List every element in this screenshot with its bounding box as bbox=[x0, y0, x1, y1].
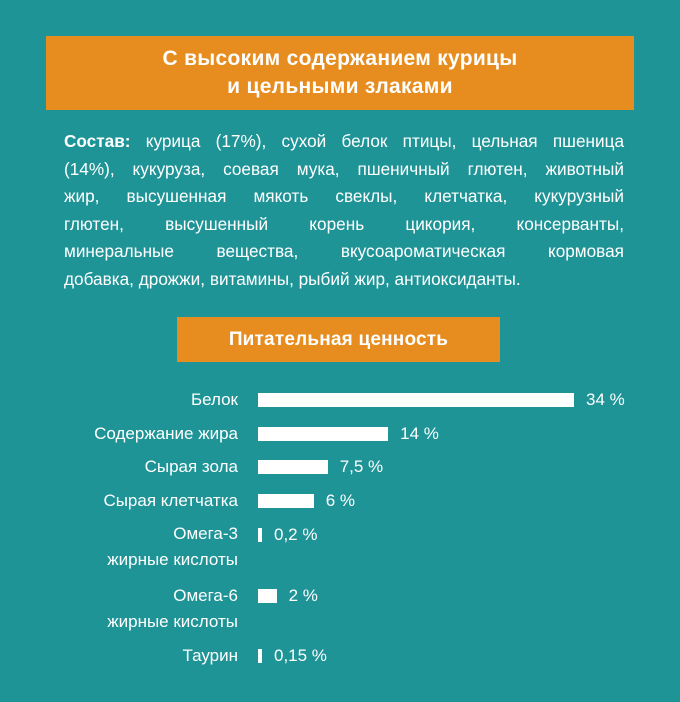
title-line-2: и цельными злаками bbox=[227, 75, 453, 98]
title-banner: С высоким содержанием курицы и цельными … bbox=[46, 36, 634, 110]
composition-line-6: добавка, дрожжи, витамины, рыбий жир, ан… bbox=[64, 268, 521, 289]
bar bbox=[258, 649, 262, 663]
value-label: 2 % bbox=[288, 586, 318, 605]
category-label: Омега-3 bbox=[173, 524, 238, 543]
category-label: Таурин bbox=[182, 646, 238, 665]
nutrition-heading: Питательная ценность bbox=[177, 317, 500, 362]
category-label: Содержание жира bbox=[94, 424, 238, 443]
category-label: Сырая клетчатка bbox=[103, 491, 238, 510]
value-label: 7,5 % bbox=[339, 457, 384, 476]
composition-line-1: Состав: курица (17%), сухой белок птицы,… bbox=[64, 131, 624, 151]
category-label: Сырая зола bbox=[144, 457, 238, 476]
category-label: Омега-6 bbox=[173, 586, 238, 605]
value-label: 34 % bbox=[586, 390, 625, 409]
value-label: 0,2 % bbox=[274, 525, 318, 544]
bar bbox=[258, 460, 328, 474]
composition-line-4: глютен, высушенный корень цикория, консе… bbox=[64, 213, 624, 234]
composition-line-5: минеральные вещества, вкусоароматическая… bbox=[64, 241, 624, 261]
value-label: 0,15 % bbox=[274, 646, 327, 665]
composition-line-2: (14%), кукуруза, соевая мука, пшеничный … bbox=[64, 158, 624, 179]
value-label: 14 % bbox=[400, 424, 439, 443]
value-label: 6 % bbox=[325, 491, 356, 510]
category-label: Белок bbox=[190, 390, 238, 409]
bar bbox=[258, 393, 574, 407]
composition-line-3: жир, высушенная мякоть свеклы, клетчатка… bbox=[64, 186, 624, 206]
composition-text: Состав: курица (17%), сухой белок птицы,… bbox=[64, 128, 624, 293]
category-label: жирные кислоты bbox=[107, 550, 238, 569]
bar bbox=[258, 427, 389, 441]
bar bbox=[258, 494, 314, 508]
bar bbox=[258, 528, 262, 542]
bar bbox=[258, 589, 277, 603]
title-line-1: С высоким содержанием курицы bbox=[162, 47, 518, 70]
composition-label: Состав: bbox=[64, 131, 131, 151]
category-label: жирные кислоты bbox=[107, 612, 238, 631]
